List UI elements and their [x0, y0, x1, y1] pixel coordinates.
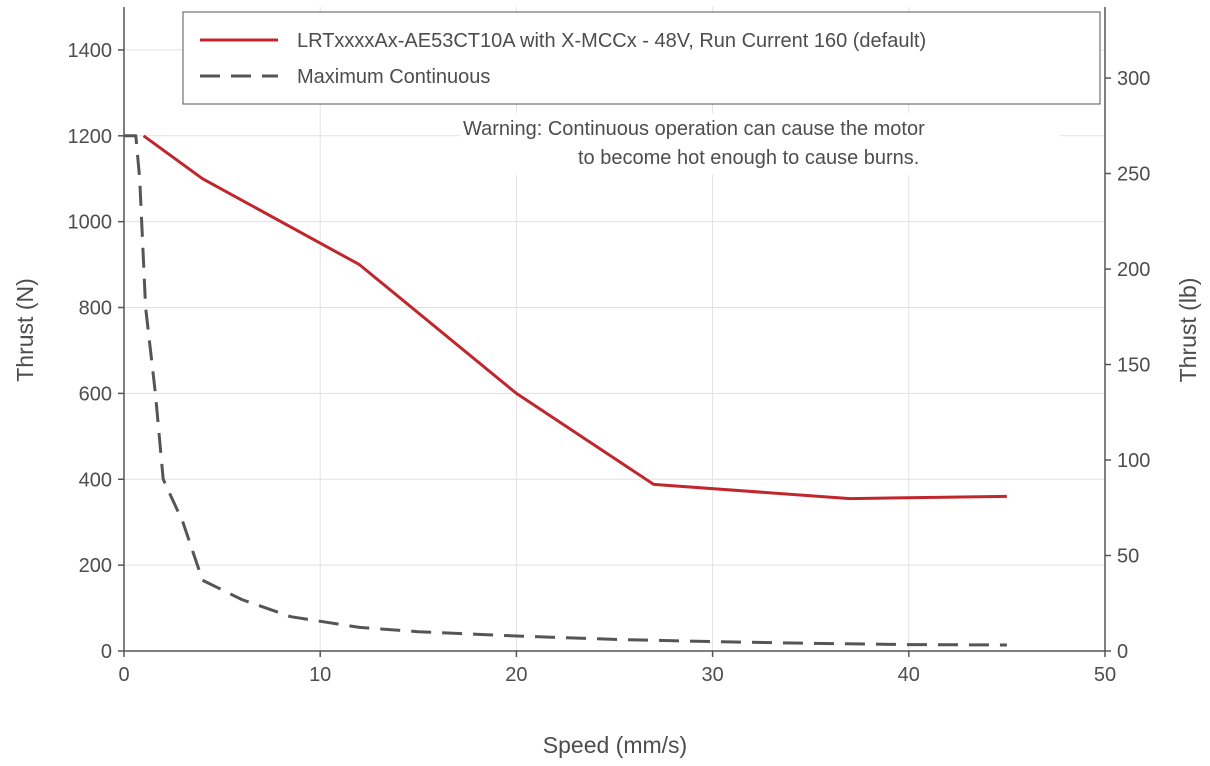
y-right-tick-label: 0	[1117, 641, 1128, 663]
legend: LRTxxxxAx-AE53CT10A with X-MCCx - 48V, R…	[182, 11, 1101, 105]
y-axis-title-right: Thrust (lb)	[1175, 278, 1201, 383]
y-tick-label: 0	[101, 641, 112, 663]
legend-box	[182, 11, 1101, 105]
y-tick-label: 800	[79, 298, 112, 320]
y-tick-label: 1000	[68, 212, 113, 234]
y-right-tick-label: 250	[1117, 164, 1150, 186]
y-tick-label: 1400	[68, 40, 113, 62]
y-tick-label: 400	[79, 469, 112, 491]
x-tick-label: 20	[505, 664, 527, 686]
warning-line-1: Warning: Continuous operation can cause …	[463, 118, 925, 140]
series-line-1	[124, 134, 1007, 647]
y-right-tick-label: 150	[1117, 355, 1150, 377]
x-tick-label: 0	[118, 664, 129, 686]
warning-background	[460, 113, 1060, 175]
x-tick-label: 30	[701, 664, 723, 686]
y-right-tick-label: 200	[1117, 259, 1150, 281]
y-tick-label: 600	[79, 383, 112, 405]
y-right-tick-label: 300	[1117, 68, 1150, 90]
legend-label-series-1: Maximum Continuous	[297, 66, 490, 88]
x-tick-label: 50	[1094, 664, 1116, 686]
plot-frame	[123, 7, 1106, 652]
series-layer	[124, 134, 1007, 647]
legend-label-series-0: LRTxxxxAx-AE53CT10A with X-MCCx - 48V, R…	[297, 30, 926, 52]
y-tick-label: 1200	[68, 126, 113, 148]
x-axis-title: Speed (mm/s)	[543, 732, 687, 758]
y-axis-title-left: Thrust (N)	[12, 278, 38, 382]
x-tick-label: 40	[898, 664, 920, 686]
y-right-tick-label: 50	[1117, 546, 1139, 568]
x-tick-label: 10	[309, 664, 331, 686]
y-tick-label: 200	[79, 555, 112, 577]
y-right-tick-label: 100	[1117, 450, 1150, 472]
warning-line-2: to become hot enough to cause burns.	[578, 147, 919, 169]
series-line-0	[142, 134, 1007, 501]
ticks-layer: 0 10 20 30 40 5002004006008001000120014000501…	[68, 40, 1151, 686]
warning-annotation: Warning: Continuous operation can cause …	[460, 113, 1060, 175]
